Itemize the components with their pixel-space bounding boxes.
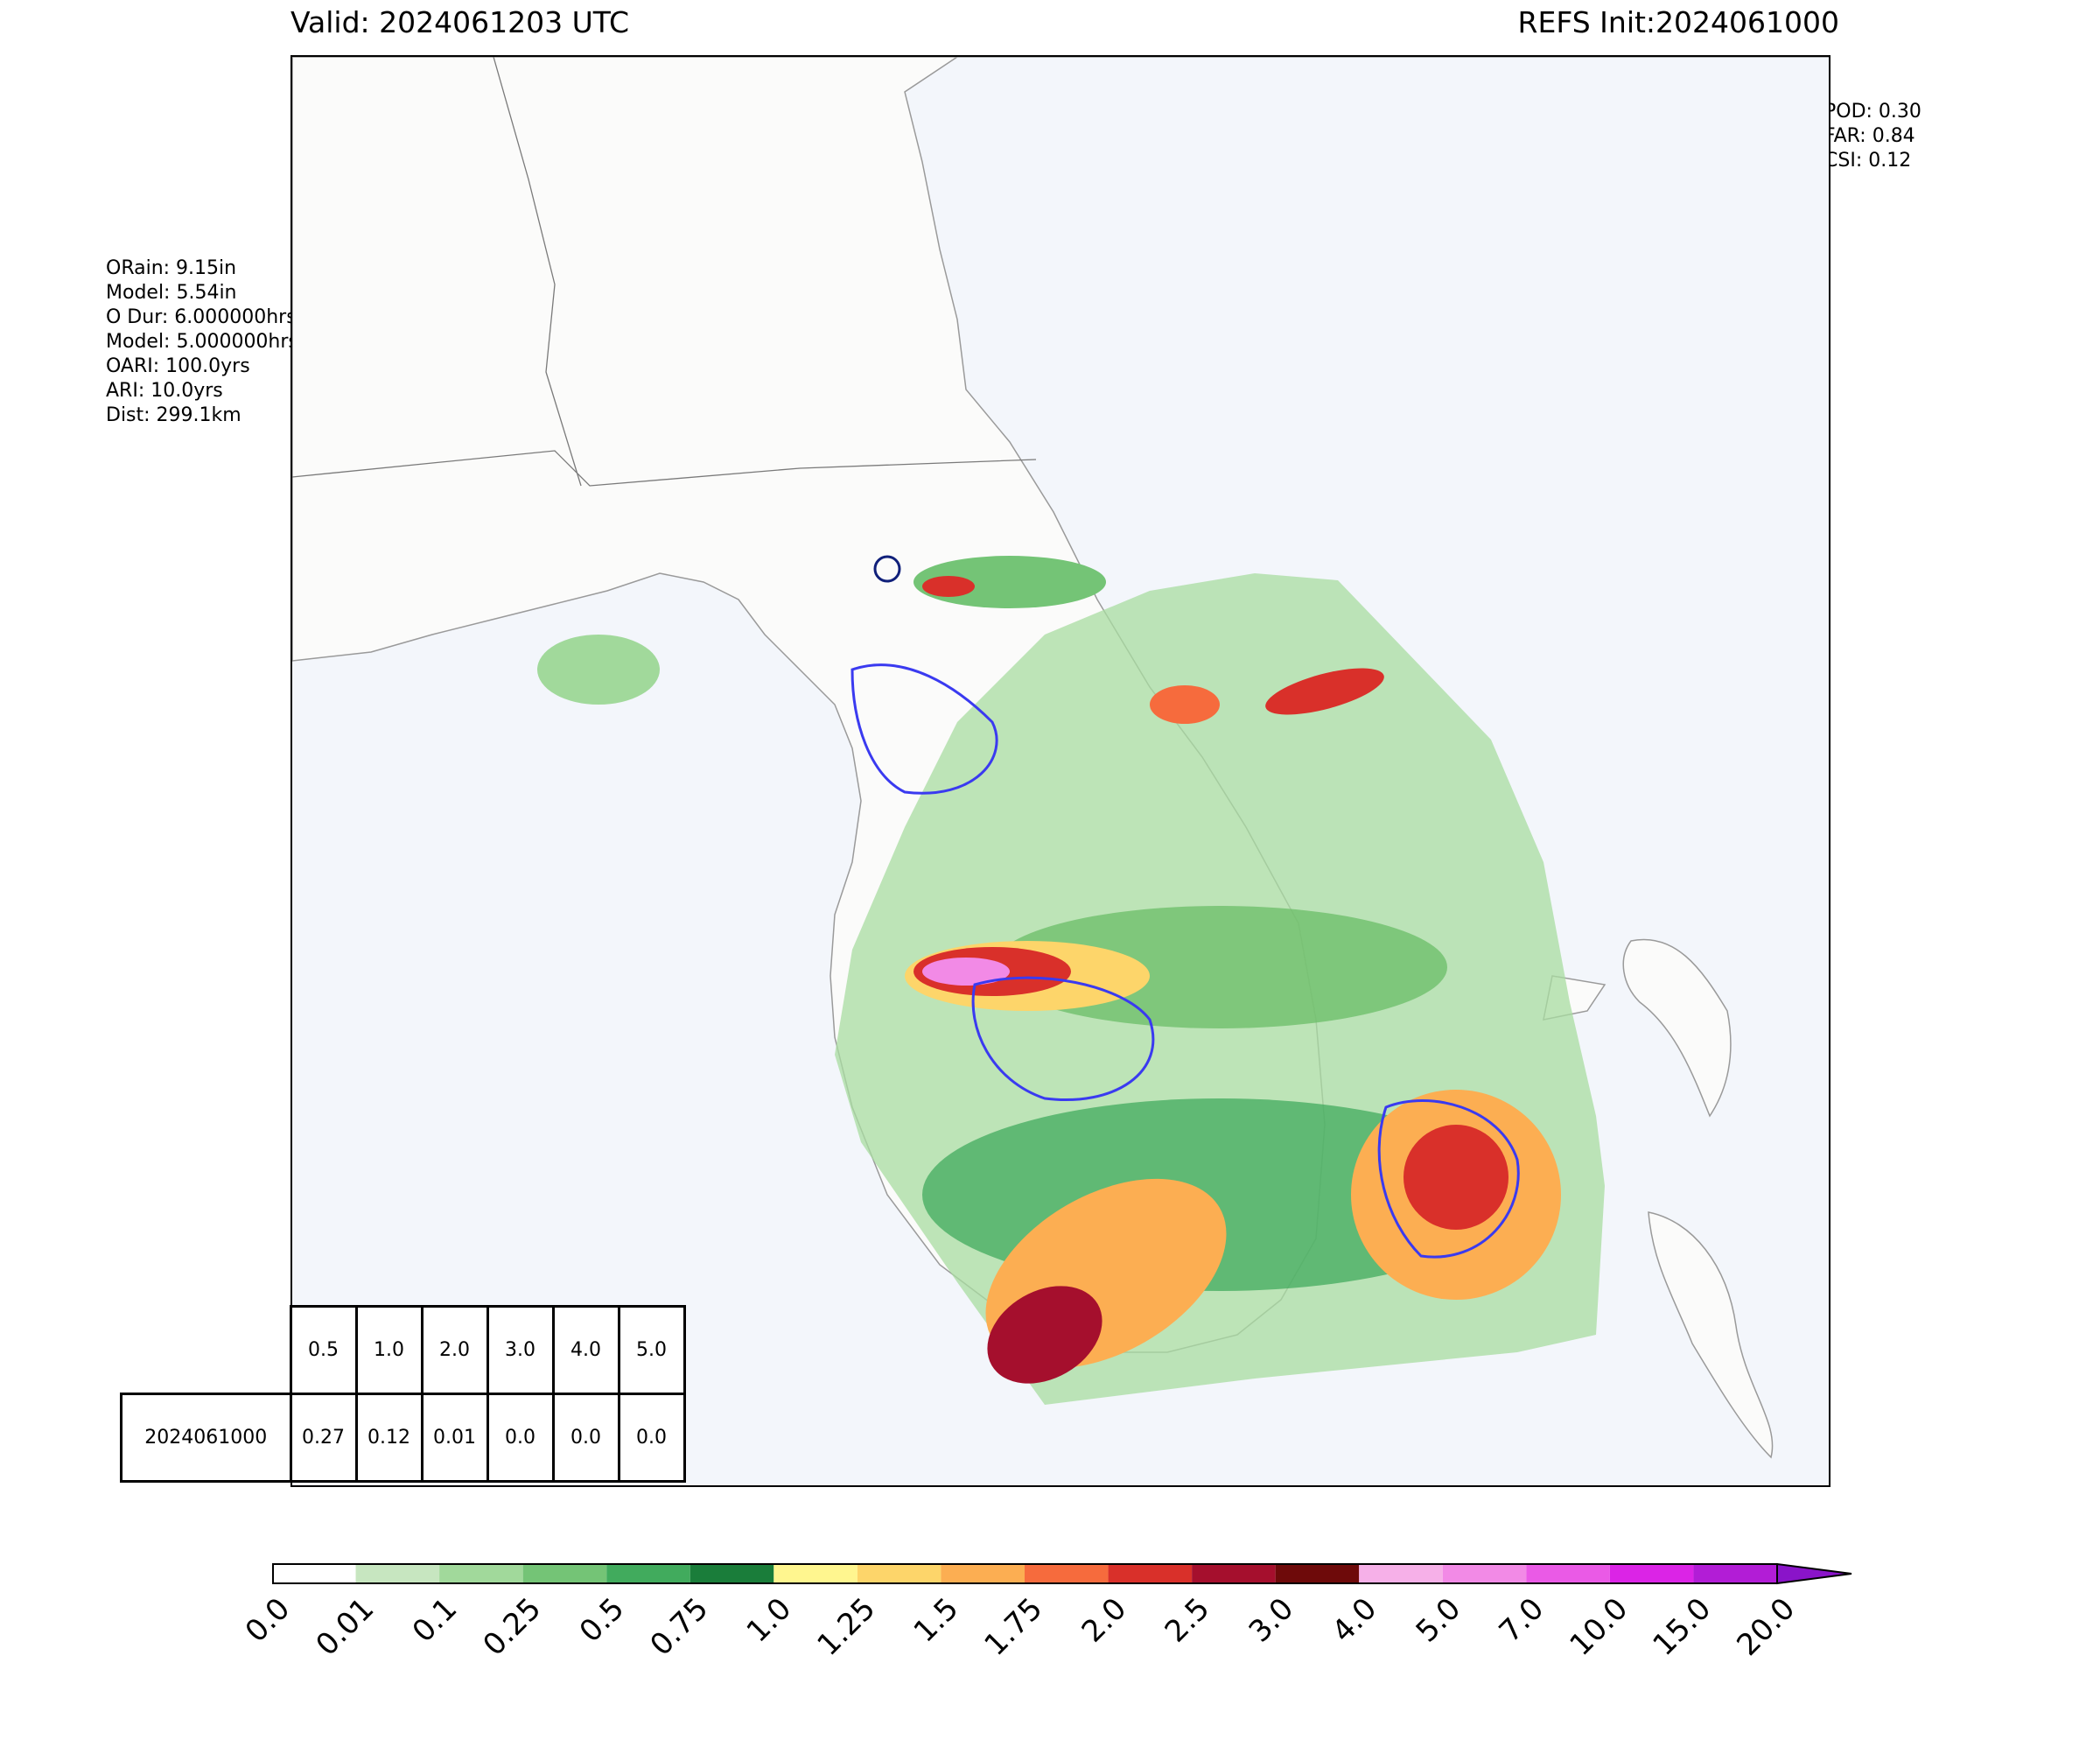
precip-se-core [1404,1125,1508,1230]
colorbar-swatch [1025,1564,1109,1583]
precip-ne-band [1265,668,1384,715]
colorbar-swatch [1108,1564,1193,1583]
distance-stat: Dist: 299.1km [106,404,242,426]
table-value-cell: 0.27 [289,1393,358,1483]
table-value-cell: 0.0 [551,1393,620,1483]
colorbar-swatch [439,1564,523,1583]
precip-tampa-core [922,958,1010,986]
table-header-cell: 3.0 [486,1305,555,1395]
colorbar-swatch [1609,1564,1694,1583]
colorbar-extend-arrow [1776,1562,1852,1585]
colorbar-swatch [941,1564,1025,1583]
colorbar-swatch [1442,1564,1527,1583]
island-south [1648,1211,1774,1459]
table-value-cell: 0.0 [486,1393,555,1483]
table-header-cell: 5.0 [617,1305,686,1395]
state-border-ga-fl [292,450,1037,487]
precip-colorbar [272,1561,1856,1590]
table-value-cell: 0.01 [420,1393,489,1483]
observed-contour-south [1377,1099,1520,1259]
init-time-title: REFS Init:2024061000 [1517,5,1839,39]
obs-duration-stat: O Dur: 6.000000hrs [106,306,297,328]
colorbar-swatch [1693,1564,1777,1583]
precip-sw-core [987,1286,1102,1384]
table-empty-corner [122,1307,291,1394]
table-row-label: 2024061000 [120,1393,292,1483]
table-header-cell: 0.5 [289,1305,358,1395]
map-canvas [292,57,1829,1459]
colorbar-swatch [1192,1564,1276,1583]
table-value-cell: 0.0 [617,1393,686,1483]
table-header-cell: 4.0 [551,1305,620,1395]
verification-stats-panel: POD: 0.30 FAR: 0.84 CSI: 0.12 [1824,100,1922,173]
precip-panhandle [537,635,660,705]
table-header-cell: 1.0 [354,1305,424,1395]
orain-stat: ORain: 9.15in [106,257,237,279]
oari-stat: OARI: 100.0yrs [106,355,250,377]
colorbar-swatch [690,1564,774,1583]
valid-time-title: Valid: 2024061203 UTC [290,5,629,39]
rain-stats-panel: ORain: 9.15in Model: 5.54in O Dur: 6.000… [106,256,298,428]
table-value-cell: 0.12 [354,1393,424,1483]
far-stat: FAR: 0.84 [1824,125,1915,147]
colorbar-swatch [857,1564,942,1583]
observed-contour-central [971,976,1155,1101]
colorbar-swatch [1359,1564,1443,1583]
state-border-al-ga [493,57,582,487]
precip-daytona [1150,685,1220,724]
colorbar-swatch [1526,1564,1610,1583]
ari-stat: ARI: 10.0yrs [106,380,223,402]
ari-exceedance-table: 0.5 1.0 2.0 3.0 4.0 5.0 2024061000 0.27 … [120,1305,686,1483]
precip-north-core [922,576,975,597]
colorbar-swatch [1275,1564,1360,1583]
pod-stat: POD: 0.30 [1824,101,1922,123]
table-header-cell: 2.0 [420,1305,489,1395]
model-rain-stat: Model: 5.54in [106,282,237,304]
observation-location-marker [873,555,901,583]
colorbar-swatch [774,1564,858,1583]
bahamas-islands [1622,938,1732,1118]
colorbar-border [272,1563,1778,1584]
observed-contour-north [850,663,998,795]
colorbar-swatch [272,1564,356,1583]
model-duration-stat: Model: 5.000000hrs [106,331,298,353]
csi-stat: CSI: 0.12 [1824,150,1912,172]
precip-map[interactable] [290,55,1830,1487]
colorbar-swatch [522,1564,607,1583]
colorbar-swatch [355,1564,440,1583]
colorbar-swatches [272,1562,1852,1585]
colorbar-swatch [606,1564,690,1583]
